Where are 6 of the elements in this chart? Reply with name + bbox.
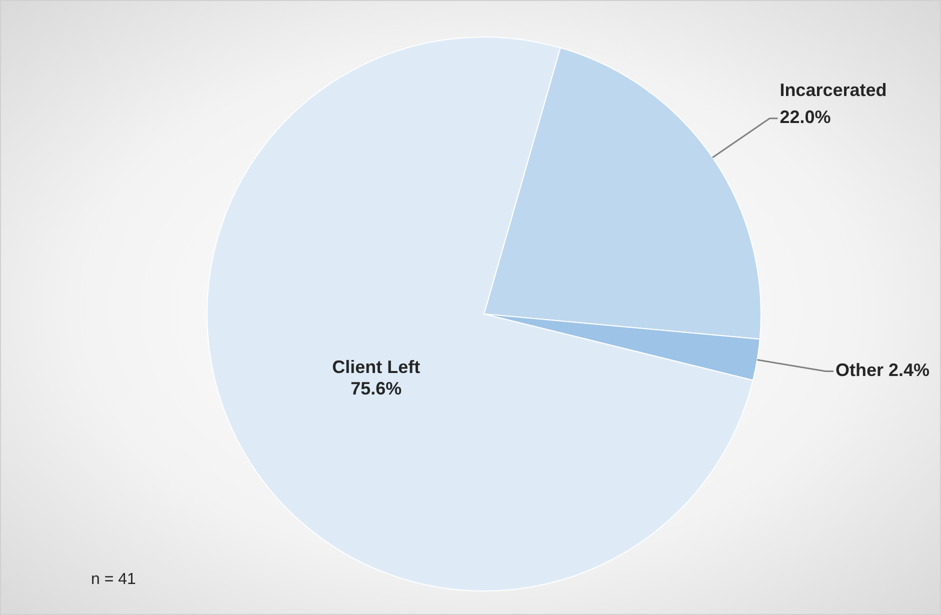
data-label: 22.0% xyxy=(780,107,831,128)
slice-label: Other 2.4% xyxy=(835,360,930,380)
slice-label: Client Left xyxy=(332,356,420,377)
slice-label: Incarcerated xyxy=(780,80,887,100)
text: n = 41 xyxy=(91,571,136,589)
data-label: 75.6% xyxy=(350,378,402,398)
